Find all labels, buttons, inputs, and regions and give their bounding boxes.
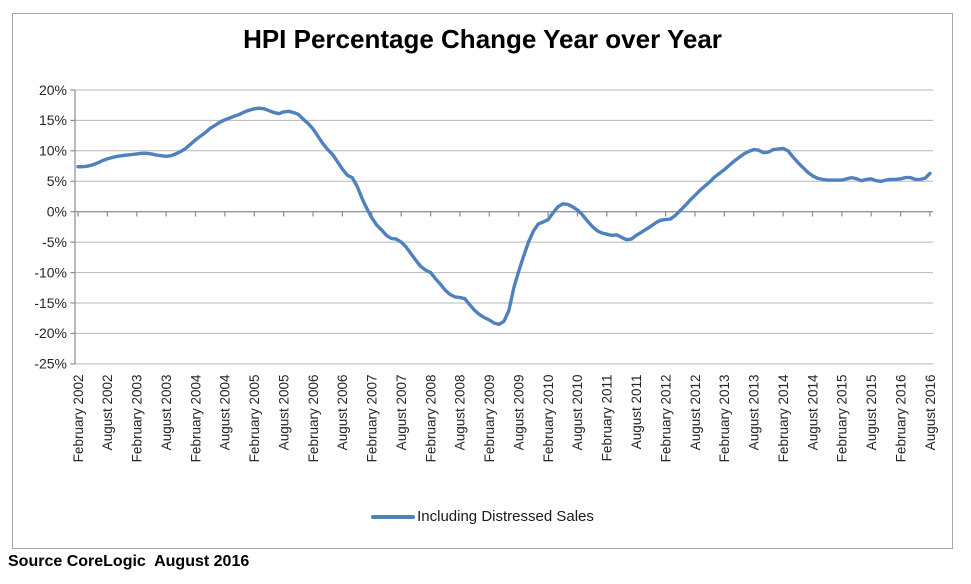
x-tick-label: February 2006 [306,375,321,463]
x-tick-label: August 2005 [277,375,292,451]
x-tick-label: February 2015 [835,375,850,463]
x-tick-labels: February 2002 August 2002 February 2003 Aug… [71,374,938,462]
x-tick-label: February 2007 [365,375,380,463]
x-tick-label: February 2005 [247,375,262,463]
y-tick-label: -5% [42,234,67,250]
x-tick-label: August 2006 [335,375,350,451]
x-tick-label: February 2016 [893,375,908,463]
chart-title: HPI Percentage Change Year over Year [243,24,722,54]
x-tick-label: August 2002 [100,375,115,451]
legend-line-marker [371,514,416,519]
x-tick-label: August 2004 [218,374,233,450]
x-tick-label: August 2003 [159,375,174,451]
x-tick-label: February 2014 [776,374,791,462]
x-tick-label: August 2015 [864,375,879,451]
y-tick-label: -10% [34,264,67,280]
x-axis [75,211,933,217]
x-tick-label: August 2013 [747,375,762,451]
x-tick-label: February 2003 [130,375,145,463]
y-axis [70,89,76,365]
x-tick-label: August 2011 [629,375,644,450]
y-tick-label: -15% [34,295,67,311]
y-tick-label: 10% [39,143,67,159]
x-tick-label: February 2013 [717,375,732,463]
x-tick-label: February 2010 [541,375,556,463]
x-tick-label: August 2016 [923,375,938,451]
y-tick-label: -20% [34,325,67,341]
source-note: Source CoreLogic August 2016 [8,553,250,570]
legend: Including Distressed Sales [12,508,953,525]
series-line-including-distressed-sales [76,106,932,326]
x-tick-label: February 2011 [600,375,615,462]
x-tick-label: February 2002 [71,375,86,463]
x-tick-label: August 2014 [805,374,820,450]
x-tick-label: February 2004 [188,374,203,462]
x-tick-label: August 2007 [394,375,409,451]
x-tick-label: August 2008 [453,375,468,451]
x-tick-label: February 2008 [423,375,438,463]
x-tick-label: August 2012 [688,375,703,451]
y-tick-label: -25% [34,356,67,372]
x-tick-label: August 2009 [512,375,527,451]
y-tick-label: 0% [47,204,67,220]
chart-frame [12,13,953,549]
legend-label: Including Distressed Sales [417,508,594,525]
x-tick-label: February 2012 [658,375,673,463]
x-tick-label: August 2010 [570,375,585,451]
y-tick-label: 5% [47,173,67,189]
x-tick-label: February 2009 [482,375,497,463]
y-tick-label: 15% [39,112,67,128]
y-tick-labels: 20% 15% 10% 5% 0% -5% -10% -15% -20% -25% [34,82,67,372]
y-tick-label: 20% [39,82,67,98]
